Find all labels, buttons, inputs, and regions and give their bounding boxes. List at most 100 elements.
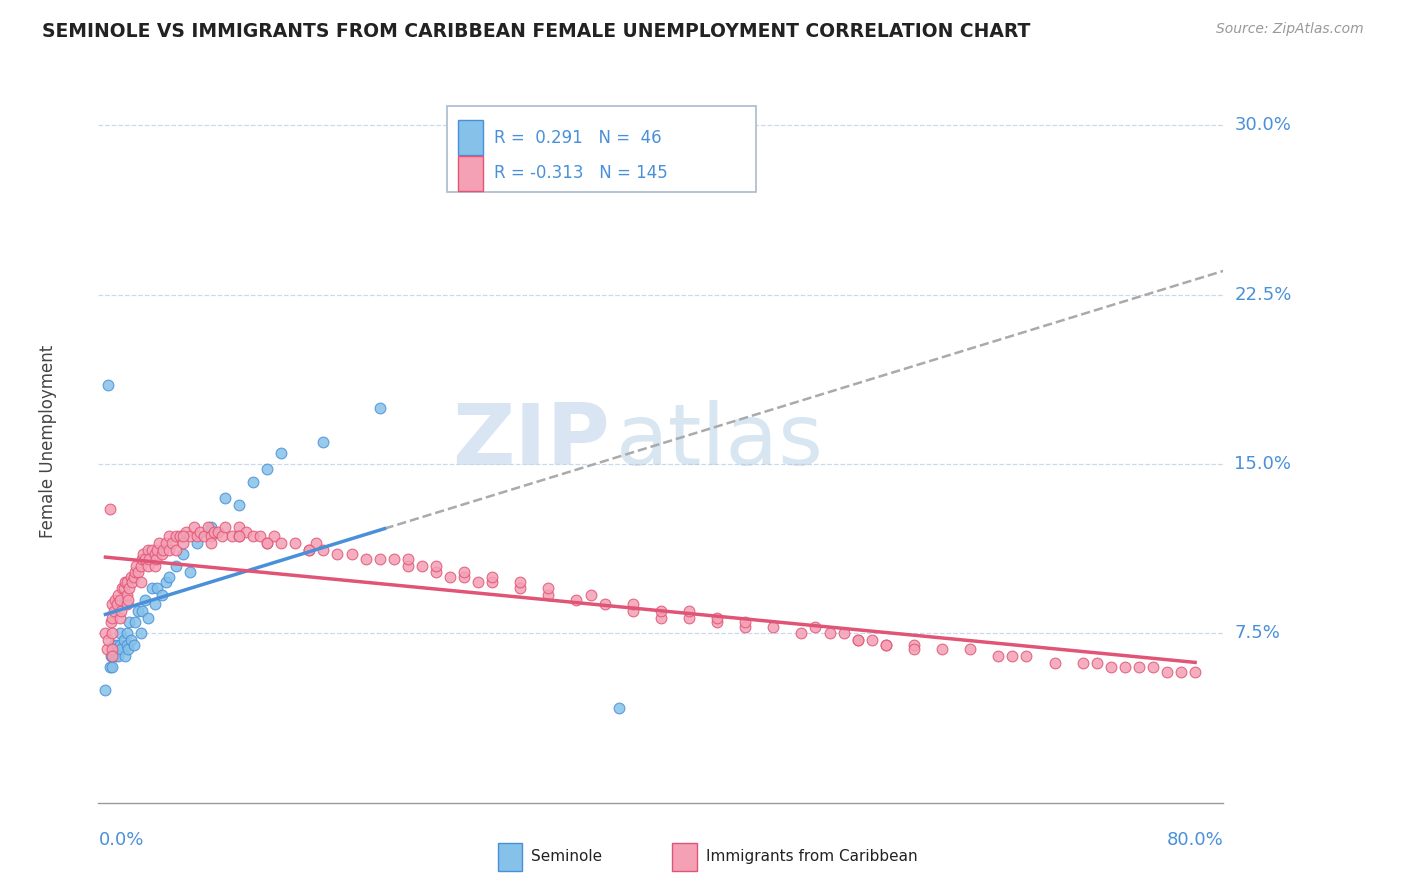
Point	[396, 558, 419, 573]
Point	[214, 520, 236, 534]
Point	[1001, 648, 1024, 663]
Point	[145, 552, 167, 566]
Point	[122, 570, 145, 584]
Point	[650, 604, 672, 618]
Point	[155, 536, 177, 550]
Point	[214, 491, 236, 505]
Point	[129, 574, 152, 589]
Point	[110, 604, 132, 618]
Point	[117, 642, 139, 657]
Point	[186, 536, 208, 550]
Point	[146, 542, 169, 557]
Point	[96, 642, 118, 657]
Point	[1128, 660, 1150, 674]
Point	[121, 574, 143, 589]
Point	[94, 626, 117, 640]
Point	[129, 558, 152, 573]
Point	[832, 626, 855, 640]
Point	[1099, 660, 1122, 674]
Point	[931, 642, 953, 657]
Point	[846, 633, 869, 648]
Point	[115, 574, 138, 589]
Text: Immigrants from Caribbean: Immigrants from Caribbean	[706, 849, 918, 864]
Point	[122, 638, 145, 652]
Point	[467, 574, 489, 589]
Point	[103, 604, 125, 618]
Point	[200, 529, 222, 543]
Point	[112, 633, 135, 648]
Point	[593, 597, 616, 611]
Point	[734, 615, 756, 630]
Point	[108, 626, 131, 640]
Point	[165, 558, 187, 573]
Point	[101, 610, 124, 624]
Point	[256, 536, 278, 550]
Point	[579, 588, 602, 602]
Point	[114, 648, 136, 663]
Point	[1142, 660, 1164, 674]
Point	[108, 592, 131, 607]
Point	[117, 592, 139, 607]
Point	[148, 536, 170, 550]
Point	[621, 597, 644, 611]
Point	[678, 604, 700, 618]
Point	[107, 648, 129, 663]
Point	[131, 604, 153, 618]
Point	[411, 558, 433, 573]
Point	[101, 642, 124, 657]
Point	[141, 582, 163, 596]
Point	[1043, 656, 1066, 670]
Bar	[458, 120, 484, 155]
Point	[120, 570, 142, 584]
Point	[118, 615, 141, 630]
Point	[101, 648, 124, 663]
Bar	[672, 843, 697, 871]
Point	[1015, 648, 1038, 663]
Point	[131, 552, 153, 566]
Point	[179, 566, 201, 580]
Point	[101, 597, 124, 611]
Point	[875, 638, 897, 652]
Text: atlas: atlas	[616, 400, 824, 483]
Point	[1114, 660, 1136, 674]
Point	[565, 592, 588, 607]
Point	[107, 588, 129, 602]
Point	[354, 552, 377, 566]
Point	[146, 582, 169, 596]
Point	[115, 638, 138, 652]
Point	[108, 638, 131, 652]
Point	[734, 620, 756, 634]
Point	[152, 542, 174, 557]
Point	[110, 642, 132, 657]
Point	[150, 548, 173, 562]
Text: R =  0.291   N =  46: R = 0.291 N = 46	[495, 128, 662, 146]
Point	[132, 548, 155, 562]
Point	[804, 620, 827, 634]
Point	[98, 502, 121, 516]
Point	[425, 558, 447, 573]
Bar	[498, 843, 523, 871]
Point	[101, 660, 124, 674]
Point	[235, 524, 257, 539]
Point	[100, 615, 122, 630]
Point	[129, 626, 152, 640]
Point	[101, 626, 124, 640]
Point	[249, 529, 271, 543]
Point	[1184, 665, 1206, 679]
Point	[98, 660, 121, 674]
Point	[115, 597, 138, 611]
Point	[382, 552, 405, 566]
Point	[118, 582, 141, 596]
Point	[200, 520, 222, 534]
Point	[228, 520, 250, 534]
Text: Seminole: Seminole	[531, 849, 603, 864]
Point	[678, 610, 700, 624]
Text: Source: ZipAtlas.com: Source: ZipAtlas.com	[1216, 22, 1364, 37]
Point	[157, 542, 180, 557]
Bar	[458, 156, 484, 191]
Point	[94, 682, 117, 697]
Point	[312, 434, 335, 449]
Point	[165, 542, 187, 557]
Point	[124, 615, 146, 630]
Point	[368, 552, 391, 566]
